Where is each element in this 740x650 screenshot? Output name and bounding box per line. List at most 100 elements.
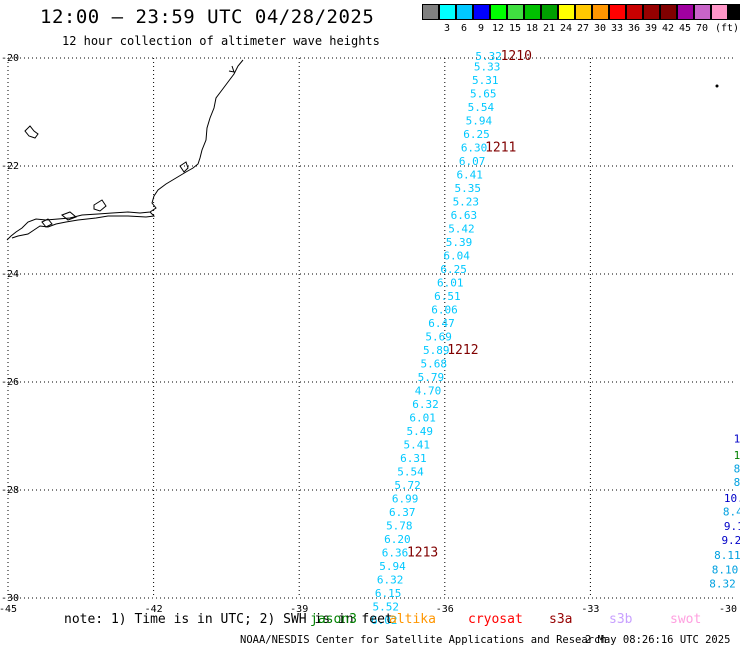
legend-label: 45 bbox=[678, 23, 692, 34]
inland-lake bbox=[24, 125, 39, 139]
legend-swatch bbox=[422, 4, 439, 20]
legend-label: 24 bbox=[559, 23, 573, 34]
time-label: 1213 bbox=[407, 546, 438, 561]
lagoon-1 bbox=[93, 199, 107, 212]
lagoon-3 bbox=[41, 218, 53, 228]
legend-label: 27 bbox=[576, 23, 590, 34]
wave-height-label: 10.6 bbox=[724, 492, 740, 505]
lon-label: -45 bbox=[0, 604, 17, 615]
wave-height-label: 6.25 bbox=[440, 263, 467, 276]
lon-label: -39 bbox=[290, 604, 308, 615]
wave-height-label: 6.02 bbox=[371, 614, 398, 627]
legend-swatch bbox=[473, 4, 490, 20]
wave-height-label: 5.65 bbox=[470, 88, 497, 101]
timestamp: 2 May 08:26:16 UTC 2025 bbox=[585, 634, 731, 646]
time-label: 1212 bbox=[447, 343, 478, 358]
legend-unit: (ft) bbox=[714, 23, 740, 34]
lat-label: -30 bbox=[1, 593, 19, 604]
wave-height-label: 5.94 bbox=[379, 560, 406, 573]
wave-height-label: 8.11 bbox=[714, 549, 740, 562]
legend-label: 21 bbox=[542, 23, 556, 34]
coastline-main bbox=[6, 59, 244, 241]
legend-swatch bbox=[643, 4, 660, 20]
wave-height-label: 8. bbox=[734, 462, 740, 475]
lat-label: -28 bbox=[1, 485, 19, 496]
lat-label: -20 bbox=[1, 53, 19, 64]
legend-swatch bbox=[592, 4, 609, 20]
wave-height-label: 6.01 bbox=[409, 412, 436, 425]
wave-height-label: 5.89 bbox=[423, 344, 450, 357]
legend-label: 36 bbox=[627, 23, 641, 34]
legend-swatch bbox=[711, 4, 728, 20]
map-title: 12:00 – 23:59 UTC 04/28/2025 bbox=[40, 6, 375, 28]
wave-height-label: 6.37 bbox=[389, 506, 416, 519]
credit: NOAA/NESDIS Center for Satellite Applica… bbox=[240, 634, 607, 646]
wave-height-label: 8.10 bbox=[712, 563, 739, 576]
wave-height-label: 6.01 bbox=[437, 277, 464, 290]
time-label: 1211 bbox=[485, 141, 516, 156]
satellite-altika: altika bbox=[389, 612, 436, 627]
legend-label: 3 bbox=[443, 23, 451, 34]
satellite-s3b: s3b bbox=[609, 612, 633, 627]
wave-height-label: 6.07 bbox=[459, 155, 486, 168]
wave-height-label: 19 bbox=[734, 449, 740, 462]
legend-swatch bbox=[575, 4, 592, 20]
legend-swatch bbox=[677, 4, 694, 20]
wave-height-label: 6.51 bbox=[434, 290, 461, 303]
wave-height-label: 5.35 bbox=[455, 182, 482, 195]
satellite-s3a: s3a bbox=[549, 612, 573, 627]
legend-label: 9 bbox=[477, 23, 485, 34]
legend-swatch bbox=[541, 4, 558, 20]
wave-height-label: 5.33 bbox=[474, 61, 501, 74]
wave-height-label: 6.25 bbox=[463, 128, 490, 141]
time-annotations: 1210 1211 1212 1213 bbox=[407, 49, 532, 561]
wave-height-label: 6.63 bbox=[451, 209, 478, 222]
wave-height-label: 5.41 bbox=[404, 439, 431, 452]
legend-label: 30 bbox=[593, 23, 607, 34]
wave-height-label: 6.20 bbox=[384, 533, 411, 546]
wave-height-label: 6.31 bbox=[400, 452, 427, 465]
legend-swatch bbox=[626, 4, 643, 20]
legend-swatch bbox=[609, 4, 626, 20]
legend-label: 70 bbox=[695, 23, 709, 34]
wave-height-label: 6.04 bbox=[443, 250, 470, 263]
satellite-cryosat: cryosat bbox=[468, 612, 523, 627]
wave-height-label: 5.52 bbox=[372, 601, 399, 614]
map-grid bbox=[7, 57, 736, 599]
wave-height-label: 6.32 bbox=[412, 398, 439, 411]
wave-height-label: 9.25 bbox=[721, 534, 740, 547]
wave-height-label: 5.49 bbox=[406, 425, 433, 438]
wave-height-label: 6.06 bbox=[431, 304, 458, 317]
legend-swatch bbox=[728, 4, 740, 20]
wave-height-label: 8.32 bbox=[709, 577, 736, 590]
wave-height-points: 5.325.335.315.655.545.946.256.306.076.41… bbox=[371, 50, 740, 627]
wave-height-label: 5.32 bbox=[475, 50, 502, 63]
note: note: 1) Time is in UTC; 2) SWH is in fe… bbox=[64, 612, 393, 627]
legend-swatch bbox=[558, 4, 575, 20]
legend-label: 39 bbox=[644, 23, 658, 34]
axis-labels: -45 -42 -39 -36 -33 -30 -20 -22 -24 -26 -28 -30 bbox=[0, 53, 737, 615]
lat-label: -26 bbox=[1, 377, 19, 388]
lat-label: -24 bbox=[1, 269, 19, 280]
wave-height-label: 5.78 bbox=[386, 520, 413, 533]
coastline-inlet bbox=[11, 211, 156, 239]
wave-height-label: 5.31 bbox=[472, 74, 499, 87]
lon-label: -33 bbox=[581, 604, 599, 615]
lon-label: -36 bbox=[436, 604, 454, 615]
wave-height-label: 5.79 bbox=[418, 371, 445, 384]
legend-swatch bbox=[507, 4, 524, 20]
legend-swatch bbox=[524, 4, 541, 20]
legend-label: 33 bbox=[610, 23, 624, 34]
wave-height-label: 14 bbox=[734, 433, 740, 446]
lon-label: -30 bbox=[719, 604, 737, 615]
legend-label: 15 bbox=[508, 23, 522, 34]
lon-label: -42 bbox=[145, 604, 163, 615]
satellite-swot: swot bbox=[670, 612, 702, 627]
island-dot bbox=[715, 84, 719, 88]
lagoon-2 bbox=[61, 211, 77, 221]
legend-swatch bbox=[694, 4, 711, 20]
legend-swatch bbox=[439, 4, 456, 20]
wave-height-label: 5.39 bbox=[446, 236, 473, 249]
map-subtitle: 12 hour collection of altimeter wave hei… bbox=[62, 34, 380, 48]
